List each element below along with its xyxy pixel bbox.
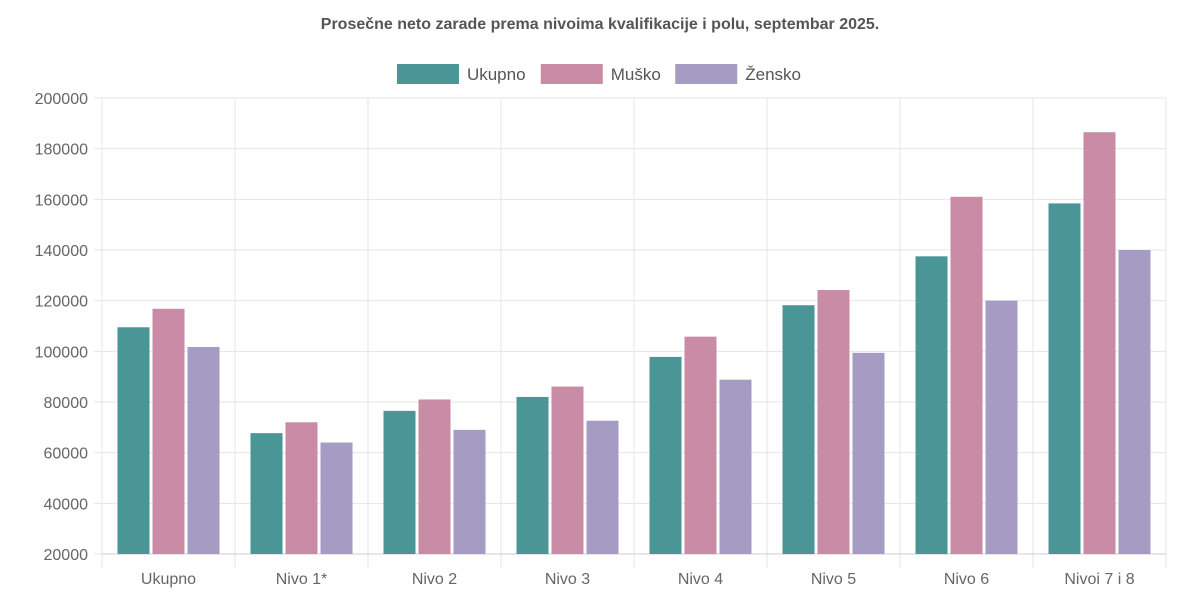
y-tick-label: 40000 (44, 496, 89, 513)
y-tick-label: 20000 (44, 547, 89, 564)
chart-legend: Ukupno Muško Žensko (396, 64, 801, 84)
x-tick-label: Nivoi 7 i 8 (1064, 571, 1134, 588)
legend-label-2: Muško (611, 65, 661, 84)
bar-3-5 (719, 379, 752, 554)
bar-2-1 (152, 308, 185, 554)
x-tick-label: Ukupno (141, 571, 196, 588)
bar-3-7 (985, 300, 1018, 554)
y-tick-label: 60000 (44, 446, 89, 463)
y-axis: 20000 40000 60000 80000 100000 120000 140000 16… (35, 91, 88, 564)
y-tick-label: 200000 (35, 91, 88, 108)
bar-3-3 (453, 429, 486, 554)
bar-1-4 (516, 396, 549, 554)
x-tick-label: Nivo 4 (678, 571, 723, 588)
y-tick-label: 180000 (35, 142, 88, 159)
x-tick-label: Nivo 3 (545, 571, 590, 588)
bar-3-2 (320, 442, 353, 554)
legend-swatch-2 (540, 64, 603, 84)
y-tick-label: 80000 (44, 395, 89, 412)
x-tick-label: Nivo 5 (811, 571, 856, 588)
legend-swatch-1 (396, 64, 459, 84)
bar-3-1 (187, 347, 220, 554)
legend-swatch-3 (675, 64, 738, 84)
bar-2-3 (418, 399, 451, 554)
chart-bars (117, 132, 1151, 555)
chart-title: Prosečne neto zarade prema nivoima kvali… (321, 16, 879, 33)
y-tick-label: 140000 (35, 243, 88, 260)
x-tick-label: Nivo 2 (412, 571, 457, 588)
bar-2-7 (950, 196, 983, 555)
chart-grid (94, 97, 1167, 568)
y-tick-label: 120000 (35, 294, 88, 311)
bar-3-6 (852, 352, 885, 554)
bar-1-3 (383, 410, 416, 554)
bar-1-8 (1048, 203, 1081, 555)
x-axis: Ukupno Nivo 1* Nivo 2 Nivo 3 Nivo 4 Nivo 5 Niv… (141, 571, 1135, 588)
legend-label-1: Ukupno (467, 65, 526, 84)
y-tick-label: 100000 (35, 344, 88, 361)
y-tick-label: 160000 (35, 192, 88, 209)
legend-label-3: Žensko (745, 65, 801, 84)
bar-2-2 (285, 422, 318, 554)
bar-2-8 (1083, 132, 1116, 554)
bar-1-5 (649, 356, 682, 554)
bar-1-2 (250, 433, 283, 554)
bar-1-7 (915, 256, 948, 554)
x-tick-label: Nivo 1* (276, 571, 328, 588)
bar-2-5 (684, 336, 717, 554)
bar-1-1 (117, 327, 150, 554)
bar-3-4 (586, 420, 619, 554)
bar-1-6 (782, 305, 815, 554)
bar-3-8 (1118, 250, 1151, 554)
bar-2-4 (551, 386, 584, 554)
bar-2-6 (817, 290, 850, 554)
x-tick-label: Nivo 6 (944, 571, 989, 588)
